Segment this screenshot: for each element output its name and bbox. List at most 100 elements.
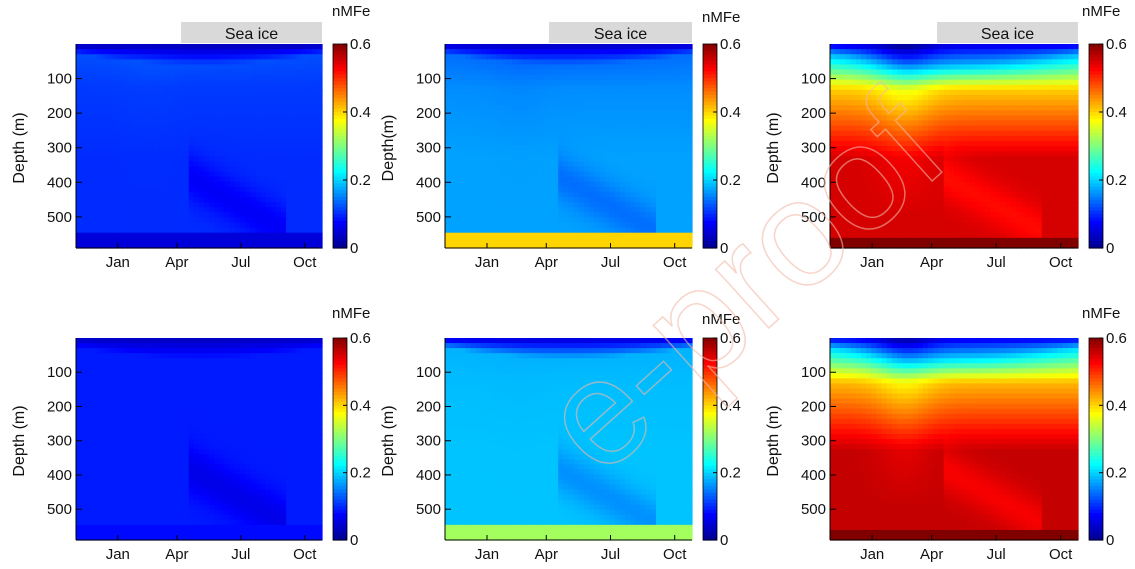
heatmap-cell [573,197,580,203]
heatmap-cell [101,89,108,96]
heatmap-cell [224,222,231,229]
heatmap-cell [840,79,847,86]
heatmap-cell [188,64,195,71]
heatmap-cell [234,181,241,188]
heatmap-cell [861,110,867,116]
colorbar-segment [703,152,717,157]
heatmap-cell [686,125,693,132]
heatmap-cell [537,227,544,234]
heatmap-cell [281,227,287,234]
heatmap-cell [122,49,128,55]
heatmap-cell [255,110,262,116]
heatmap-cell [250,120,256,127]
heatmap-cell [168,197,174,203]
heatmap-cell [871,191,878,198]
heatmap-cell [106,222,113,229]
heatmap-cell [111,110,118,116]
heatmap-cell [219,171,226,178]
heatmap-cell [671,79,678,86]
heatmap-cell [886,89,893,96]
heatmap-cell [168,84,174,91]
heatmap-cell [470,237,477,244]
heatmap-cell [506,181,513,188]
heatmap-cell [81,84,87,91]
heatmap-cell [158,176,164,183]
heatmap-cell [676,156,683,162]
heatmap-cell [912,212,919,218]
heatmap-cell [907,171,914,178]
heatmap-cell [117,54,123,60]
heatmap-cell [522,115,528,122]
heatmap-cell [676,166,683,173]
heatmap-cell [173,191,180,198]
heatmap-cell [86,186,92,193]
heatmap-cell [573,79,580,86]
heatmap-cell [183,171,190,178]
heatmap-cell [501,181,508,188]
heatmap-cell [270,176,277,183]
heatmap-cell [265,135,272,142]
heatmap-cell [188,140,195,147]
heatmap-cell [219,95,226,101]
heatmap-cell [635,140,642,147]
heatmap-cell [655,181,662,188]
heatmap-cell [897,197,903,203]
heatmap-cell [547,181,554,188]
heatmap-cell [291,64,297,71]
heatmap-cell [491,237,498,244]
heatmap-cell [296,161,303,167]
heatmap-cell [199,186,205,193]
heatmap-cell [122,237,128,244]
heatmap-cell [286,227,292,234]
heatmap-cell [573,59,580,65]
heatmap-cell [563,59,570,65]
heatmap-cell [881,212,888,218]
heatmap-cell [522,207,528,213]
heatmap-cell [635,197,642,203]
heatmap-cell [501,202,508,208]
heatmap-cell [933,176,940,183]
heatmap-cell [86,232,92,239]
heatmap-cell [511,84,518,91]
heatmap-cell [178,161,185,167]
heatmap-cell [861,125,867,132]
heatmap-cell [589,232,595,239]
sea-ice-label: Sea ice [225,26,278,43]
heatmap-cell [127,95,133,101]
heatmap-cell [470,59,477,65]
heatmap-cell [260,191,267,198]
heatmap-cell [255,212,262,218]
heatmap-cell [111,44,118,50]
heatmap-cell [250,146,256,152]
colorbar-segment [703,149,717,154]
heatmap-cell [316,207,323,213]
heatmap-cell [547,125,554,132]
heatmap-cell [553,59,559,65]
heatmap-cell [455,171,462,178]
heatmap-cell [547,151,554,157]
heatmap-cell [686,202,693,208]
heatmap-cell [553,120,559,127]
heatmap-cell [614,227,621,234]
heatmap-cell [481,151,487,157]
x-tick-label: Jul [601,254,620,271]
heatmap-cell [609,212,616,218]
heatmap-cell [163,44,169,50]
heatmap-cell [558,186,564,193]
heatmap-cell [923,146,929,152]
heatmap-cell [76,125,82,132]
heatmap-cell [840,54,847,60]
heatmap-cell [907,212,914,218]
heatmap-cell [306,156,313,162]
heatmap-cell [506,125,513,132]
heatmap-cell [240,140,246,147]
heatmap-cell [948,69,955,76]
heatmap-cell [650,105,657,111]
heatmap-cell [614,212,621,218]
heatmap-cell [594,181,600,188]
heatmap-cell [917,44,924,50]
heatmap-cell [91,222,98,229]
heatmap-cell [619,176,626,183]
heatmap-cell [460,222,467,229]
heatmap-cell [902,79,909,86]
